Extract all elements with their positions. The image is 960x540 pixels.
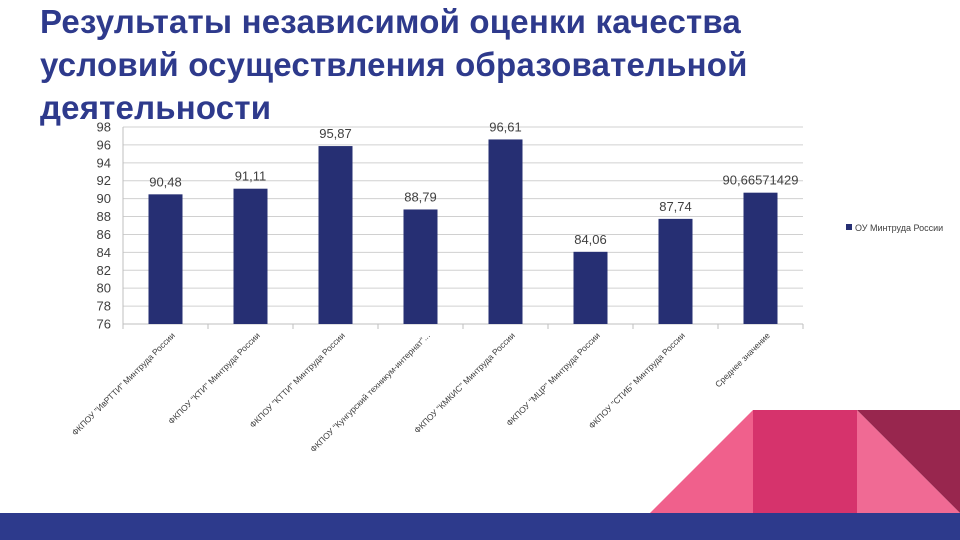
- chart-legend: ОУ Минтруда России: [846, 222, 946, 234]
- deco-middle-square: [753, 410, 857, 513]
- y-tick-label: 90: [97, 191, 111, 206]
- y-tick-label: 78: [97, 299, 111, 314]
- y-tick-label: 94: [97, 155, 111, 170]
- legend-swatch: [846, 224, 852, 230]
- bar: [148, 194, 183, 324]
- legend-label: ОУ Минтруда России: [855, 223, 944, 233]
- bar: [488, 139, 523, 324]
- bar: [318, 146, 353, 324]
- slide-title-line: условий осуществления образовательной: [40, 46, 748, 83]
- data-label: 87,74: [659, 199, 692, 214]
- y-tick-label: 86: [97, 227, 111, 242]
- data-label: 88,79: [404, 189, 437, 204]
- deco-left-triangle: [650, 410, 753, 513]
- y-tick-label: 96: [97, 137, 111, 152]
- y-tick-label: 76: [97, 317, 111, 332]
- slide-title-line: деятельности: [40, 89, 272, 126]
- y-tick-label: 84: [97, 245, 111, 260]
- y-tick-label: 88: [97, 209, 111, 224]
- y-tick-label: 82: [97, 263, 111, 278]
- footer-bar: [0, 513, 960, 540]
- bar: [233, 188, 268, 324]
- bar: [658, 218, 693, 324]
- slide-title: Результаты независимой оценки качества у…: [40, 0, 840, 129]
- y-tick-label: 92: [97, 173, 111, 188]
- bar: [743, 192, 778, 324]
- data-label: 96,61: [489, 119, 522, 134]
- bar: [403, 209, 438, 324]
- y-tick-label: 98: [97, 120, 111, 135]
- data-label: 90,48: [149, 174, 182, 189]
- y-tick-label: 80: [97, 281, 111, 296]
- data-label: 91,11: [235, 169, 267, 184]
- deco-right-triangle-dark: [857, 410, 960, 513]
- data-label: 84,06: [574, 232, 607, 247]
- bar: [573, 251, 608, 324]
- slide-title-line: Результаты независимой оценки качества: [40, 3, 741, 40]
- data-label: 95,87: [319, 126, 352, 141]
- data-label: 90,66571429: [723, 173, 799, 188]
